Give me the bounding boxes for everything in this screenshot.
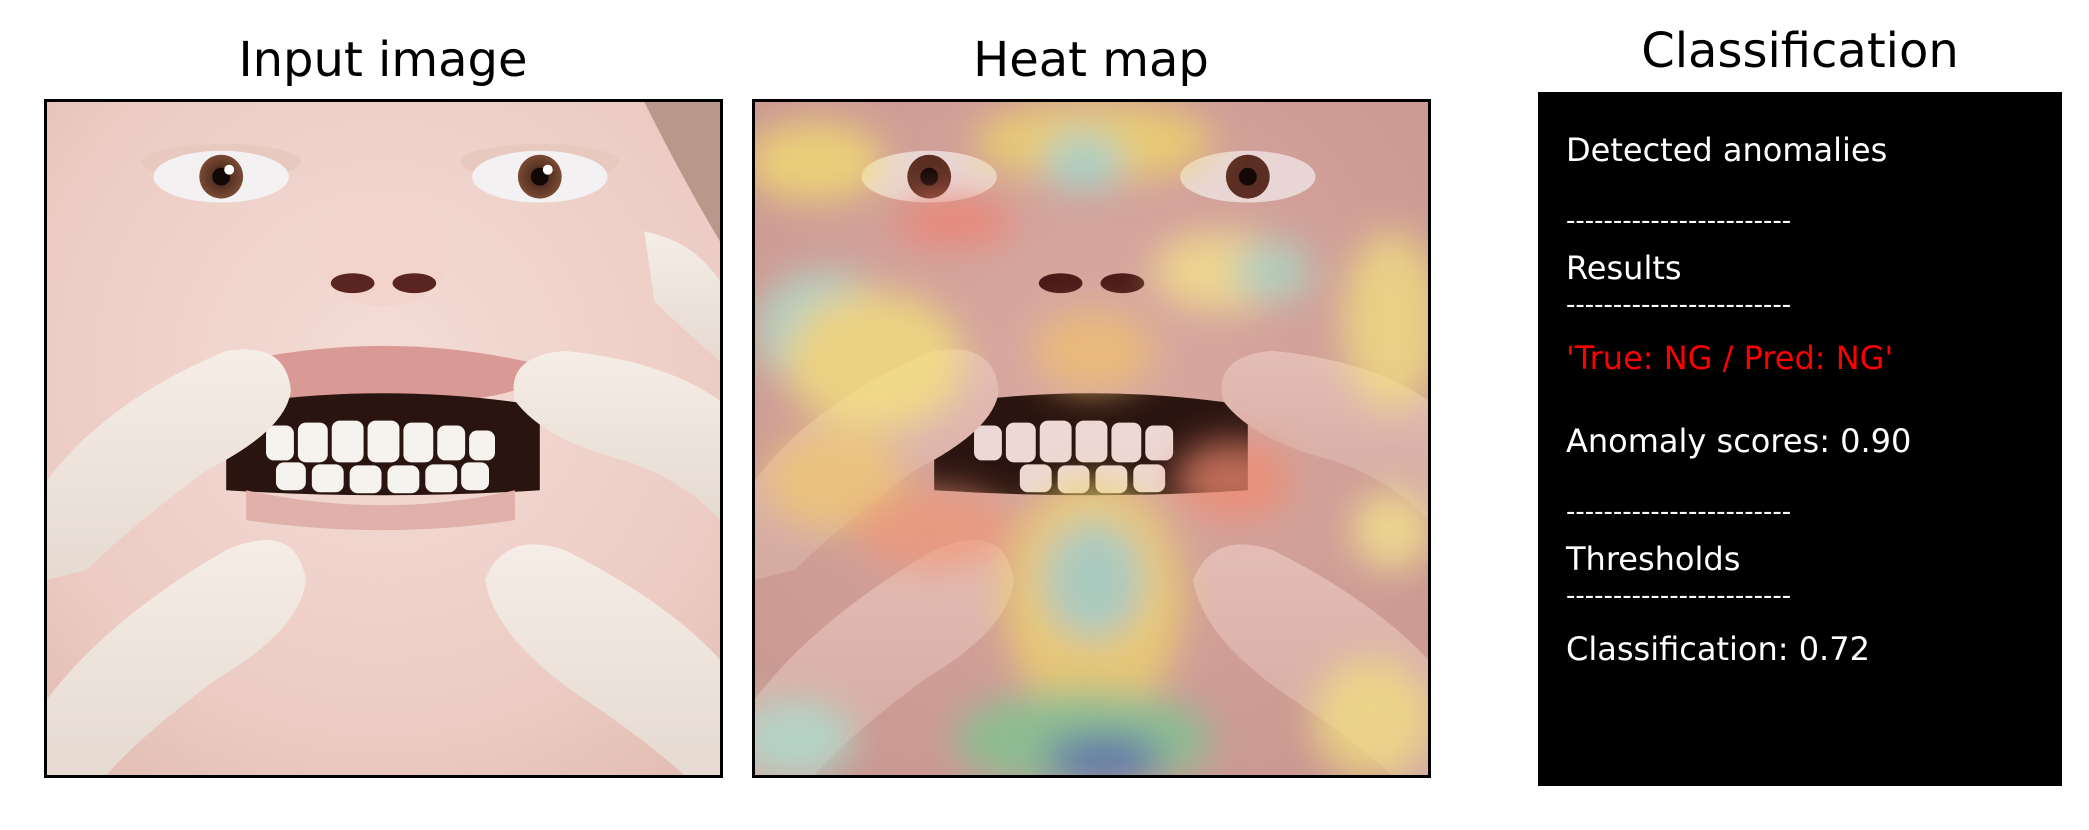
heat-map-overlay-image	[755, 102, 1428, 775]
input-image-frame	[44, 99, 723, 778]
separator: ------------------------	[1566, 497, 1792, 527]
child-face-photo	[47, 102, 720, 775]
heat-map-title: Heat map	[973, 32, 1209, 88]
separator: ------------------------	[1566, 581, 1792, 611]
separator: ------------------------	[1566, 290, 1792, 320]
input-image-title: Input image	[238, 32, 528, 88]
results-heading: Results	[1566, 249, 1682, 287]
anomaly-score: Anomaly scores: 0.90	[1566, 422, 1912, 460]
classification-threshold: Classification: 0.72	[1566, 630, 1870, 668]
prediction-result: 'True: NG / Pred: NG'	[1566, 339, 1894, 377]
thresholds-heading: Thresholds	[1566, 540, 1741, 578]
classification-panel: Detected anomalies ---------------------…	[1538, 92, 2062, 786]
separator: ------------------------	[1566, 206, 1792, 236]
detected-anomalies-heading: Detected anomalies	[1566, 131, 1888, 169]
classification-title: Classification	[1641, 23, 1959, 79]
heat-map-frame	[752, 99, 1431, 778]
